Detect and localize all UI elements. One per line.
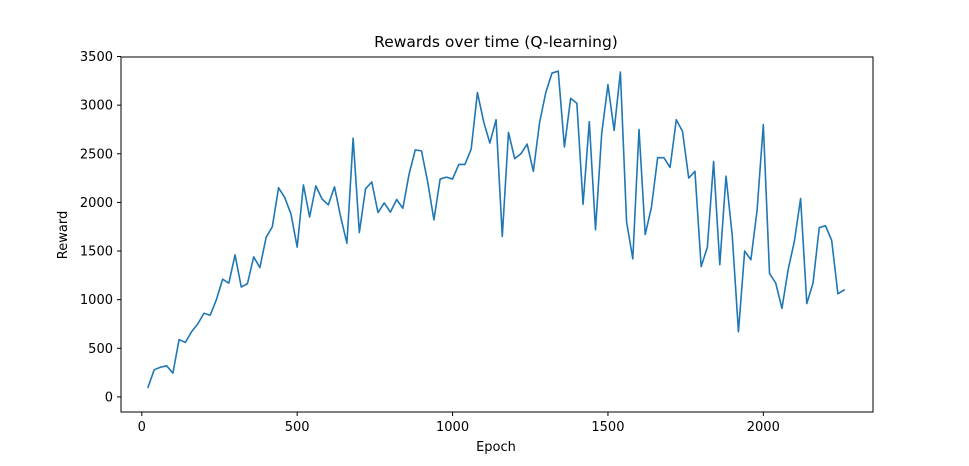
y-tick-label: 500 bbox=[88, 342, 113, 357]
x-axis-label: Epoch bbox=[476, 440, 516, 455]
series-line-0 bbox=[147, 70, 846, 389]
y-axis-label: Reward bbox=[56, 211, 71, 259]
y-tick-label: 3000 bbox=[80, 99, 113, 114]
x-tick-label: 1000 bbox=[436, 420, 469, 435]
y-tick-label: 1000 bbox=[80, 293, 113, 308]
plot-frame bbox=[120, 56, 874, 413]
chart-title: Rewards over time (Q-learning) bbox=[374, 33, 618, 51]
x-tick-label: 1500 bbox=[591, 420, 624, 435]
y-tick-label: 1500 bbox=[80, 245, 113, 260]
x-tick-label: 2000 bbox=[747, 420, 780, 435]
y-tick-label: 2000 bbox=[80, 196, 113, 211]
y-tick-label: 3500 bbox=[80, 50, 113, 65]
y-tick-label: 2500 bbox=[80, 147, 113, 162]
y-tick-label: 0 bbox=[105, 390, 113, 405]
x-tick-label: 500 bbox=[285, 420, 310, 435]
x-tick-label: 0 bbox=[138, 420, 146, 435]
plot-area: 0 500 1000 1500 2000 0 500 1000 1500 2000 2500 3000… bbox=[80, 50, 874, 435]
